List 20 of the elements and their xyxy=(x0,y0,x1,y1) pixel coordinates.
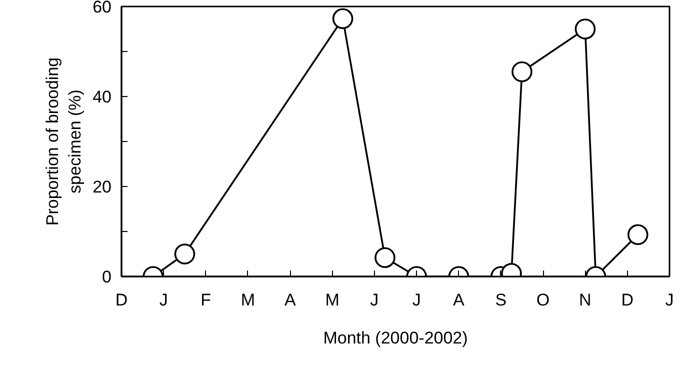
x-tick-label: F xyxy=(200,290,212,310)
x-tick-label: S xyxy=(495,290,507,310)
x-axis-title: Month (2000-2002) xyxy=(323,328,468,348)
y-tick-label: 60 xyxy=(92,0,112,16)
x-tick-label: A xyxy=(284,290,296,310)
y-axis-title: Proportion of brooding specimen (%) xyxy=(42,57,85,226)
x-tick-label: J xyxy=(665,290,674,310)
x-tick-label: D xyxy=(621,290,634,310)
x-tick-label: M xyxy=(240,290,256,310)
y-tick-label: 0 xyxy=(102,268,112,286)
x-tick-label: J xyxy=(412,290,421,310)
x-tick-label: O xyxy=(536,290,550,310)
x-tick-label: N xyxy=(579,290,592,310)
x-tick-label: A xyxy=(453,290,466,310)
y-tick-label: 40 xyxy=(92,88,112,106)
x-tick-label: J xyxy=(370,290,379,310)
x-tick-label: D xyxy=(115,290,128,310)
x-tick-label: M xyxy=(325,290,340,310)
x-tick-label: J xyxy=(159,290,168,310)
y-tick-label: 20 xyxy=(92,178,112,196)
